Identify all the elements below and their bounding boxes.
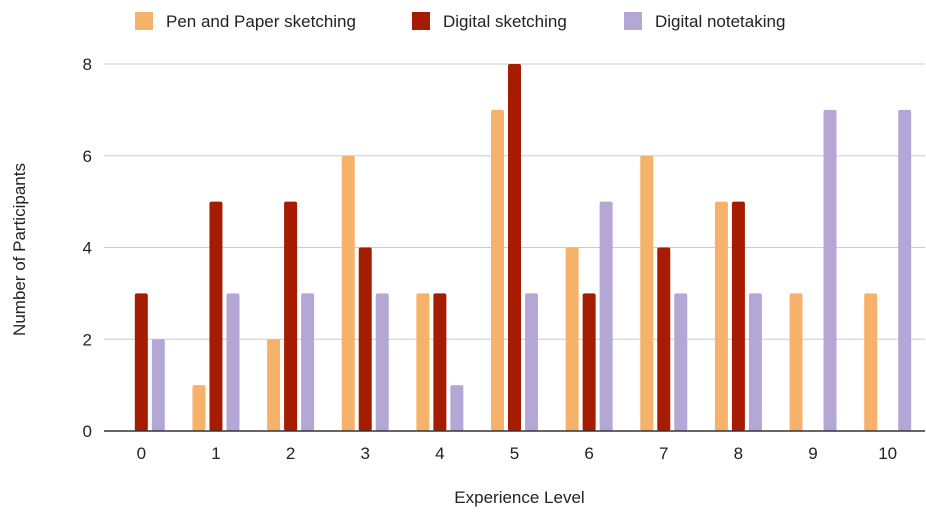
x-tick-label: 4	[435, 444, 444, 463]
y-tick-label: 4	[83, 239, 92, 258]
y-tick-label: 6	[83, 147, 92, 166]
bar-digital-sketching-5	[508, 64, 521, 431]
x-tick-label: 5	[510, 444, 519, 463]
y-tick-label: 8	[83, 55, 92, 74]
legend-swatch	[624, 12, 642, 30]
bar-pen-and-paper-sketching-2	[267, 339, 281, 431]
bar-digital-sketching-1	[209, 201, 223, 431]
axes: 0 2 4 6 8 0 1 2 3 4 5 6 7 8 9 10	[83, 55, 925, 463]
bar-pen-and-paper-sketching-8	[714, 201, 728, 431]
bar-digital-notetaking-2	[301, 293, 315, 431]
legend-item[interactable]: Digital notetaking	[624, 12, 785, 31]
x-tick-label: 10	[878, 444, 897, 463]
bar-digital-sketching-8	[731, 201, 745, 431]
x-tick-label: 7	[659, 444, 668, 463]
bar-digital-notetaking-6	[599, 201, 613, 431]
bar-digital-notetaking-7	[674, 293, 688, 431]
legend-swatch	[135, 12, 153, 30]
bar-digital-notetaking-1	[226, 293, 240, 431]
x-tick-label: 9	[808, 444, 817, 463]
bar-digital-sketching-4	[433, 293, 447, 431]
legend-label: Digital sketching	[443, 12, 567, 31]
y-axis-title: Number of Participants	[10, 163, 29, 336]
x-tick-label: 6	[584, 444, 593, 463]
x-tick-label: 1	[211, 444, 220, 463]
x-tick-label: 8	[734, 444, 743, 463]
bar-digital-sketching-0	[134, 293, 148, 431]
legend-swatch	[412, 12, 430, 30]
bar-pen-and-paper-sketching-9	[789, 293, 803, 431]
bar-digital-notetaking-9	[823, 109, 837, 431]
x-tick-label: 2	[286, 444, 295, 463]
bar-digital-notetaking-4	[450, 385, 464, 431]
legend-item[interactable]: Pen and Paper sketching	[135, 12, 356, 31]
y-tick-label: 2	[83, 330, 92, 349]
x-tick-label: 3	[360, 444, 369, 463]
legend-label: Pen and Paper sketching	[166, 12, 356, 31]
legend: Pen and Paper sketching Digital sketching…	[135, 12, 785, 31]
bar-digital-notetaking-0	[151, 339, 165, 431]
bar-pen-and-paper-sketching-6	[565, 247, 579, 431]
x-axis-title: Experience Level	[454, 488, 584, 507]
bar-pen-and-paper-sketching-1	[192, 385, 206, 431]
bar-pen-and-paper-sketching-3	[341, 155, 355, 431]
bar-digital-notetaking-8	[748, 293, 762, 431]
bar-pen-and-paper-sketching-4	[416, 293, 430, 431]
bar-pen-and-paper-sketching-5	[491, 109, 504, 431]
x-tick-label: 0	[137, 444, 146, 463]
legend-label: Digital notetaking	[655, 12, 785, 31]
legend-item[interactable]: Digital sketching	[412, 12, 567, 31]
bar-pen-and-paper-sketching-10	[864, 293, 878, 431]
bar-digital-notetaking-10	[898, 109, 912, 431]
bars	[134, 64, 912, 431]
bar-digital-sketching-6	[582, 293, 596, 431]
bar-digital-sketching-3	[358, 247, 372, 431]
bar-digital-notetaking-5	[525, 293, 538, 431]
y-tick-label: 0	[83, 422, 92, 441]
bar-pen-and-paper-sketching-7	[640, 155, 654, 431]
bar-digital-notetaking-3	[375, 293, 389, 431]
bar-digital-sketching-7	[657, 247, 671, 431]
bar-digital-sketching-2	[284, 201, 298, 431]
